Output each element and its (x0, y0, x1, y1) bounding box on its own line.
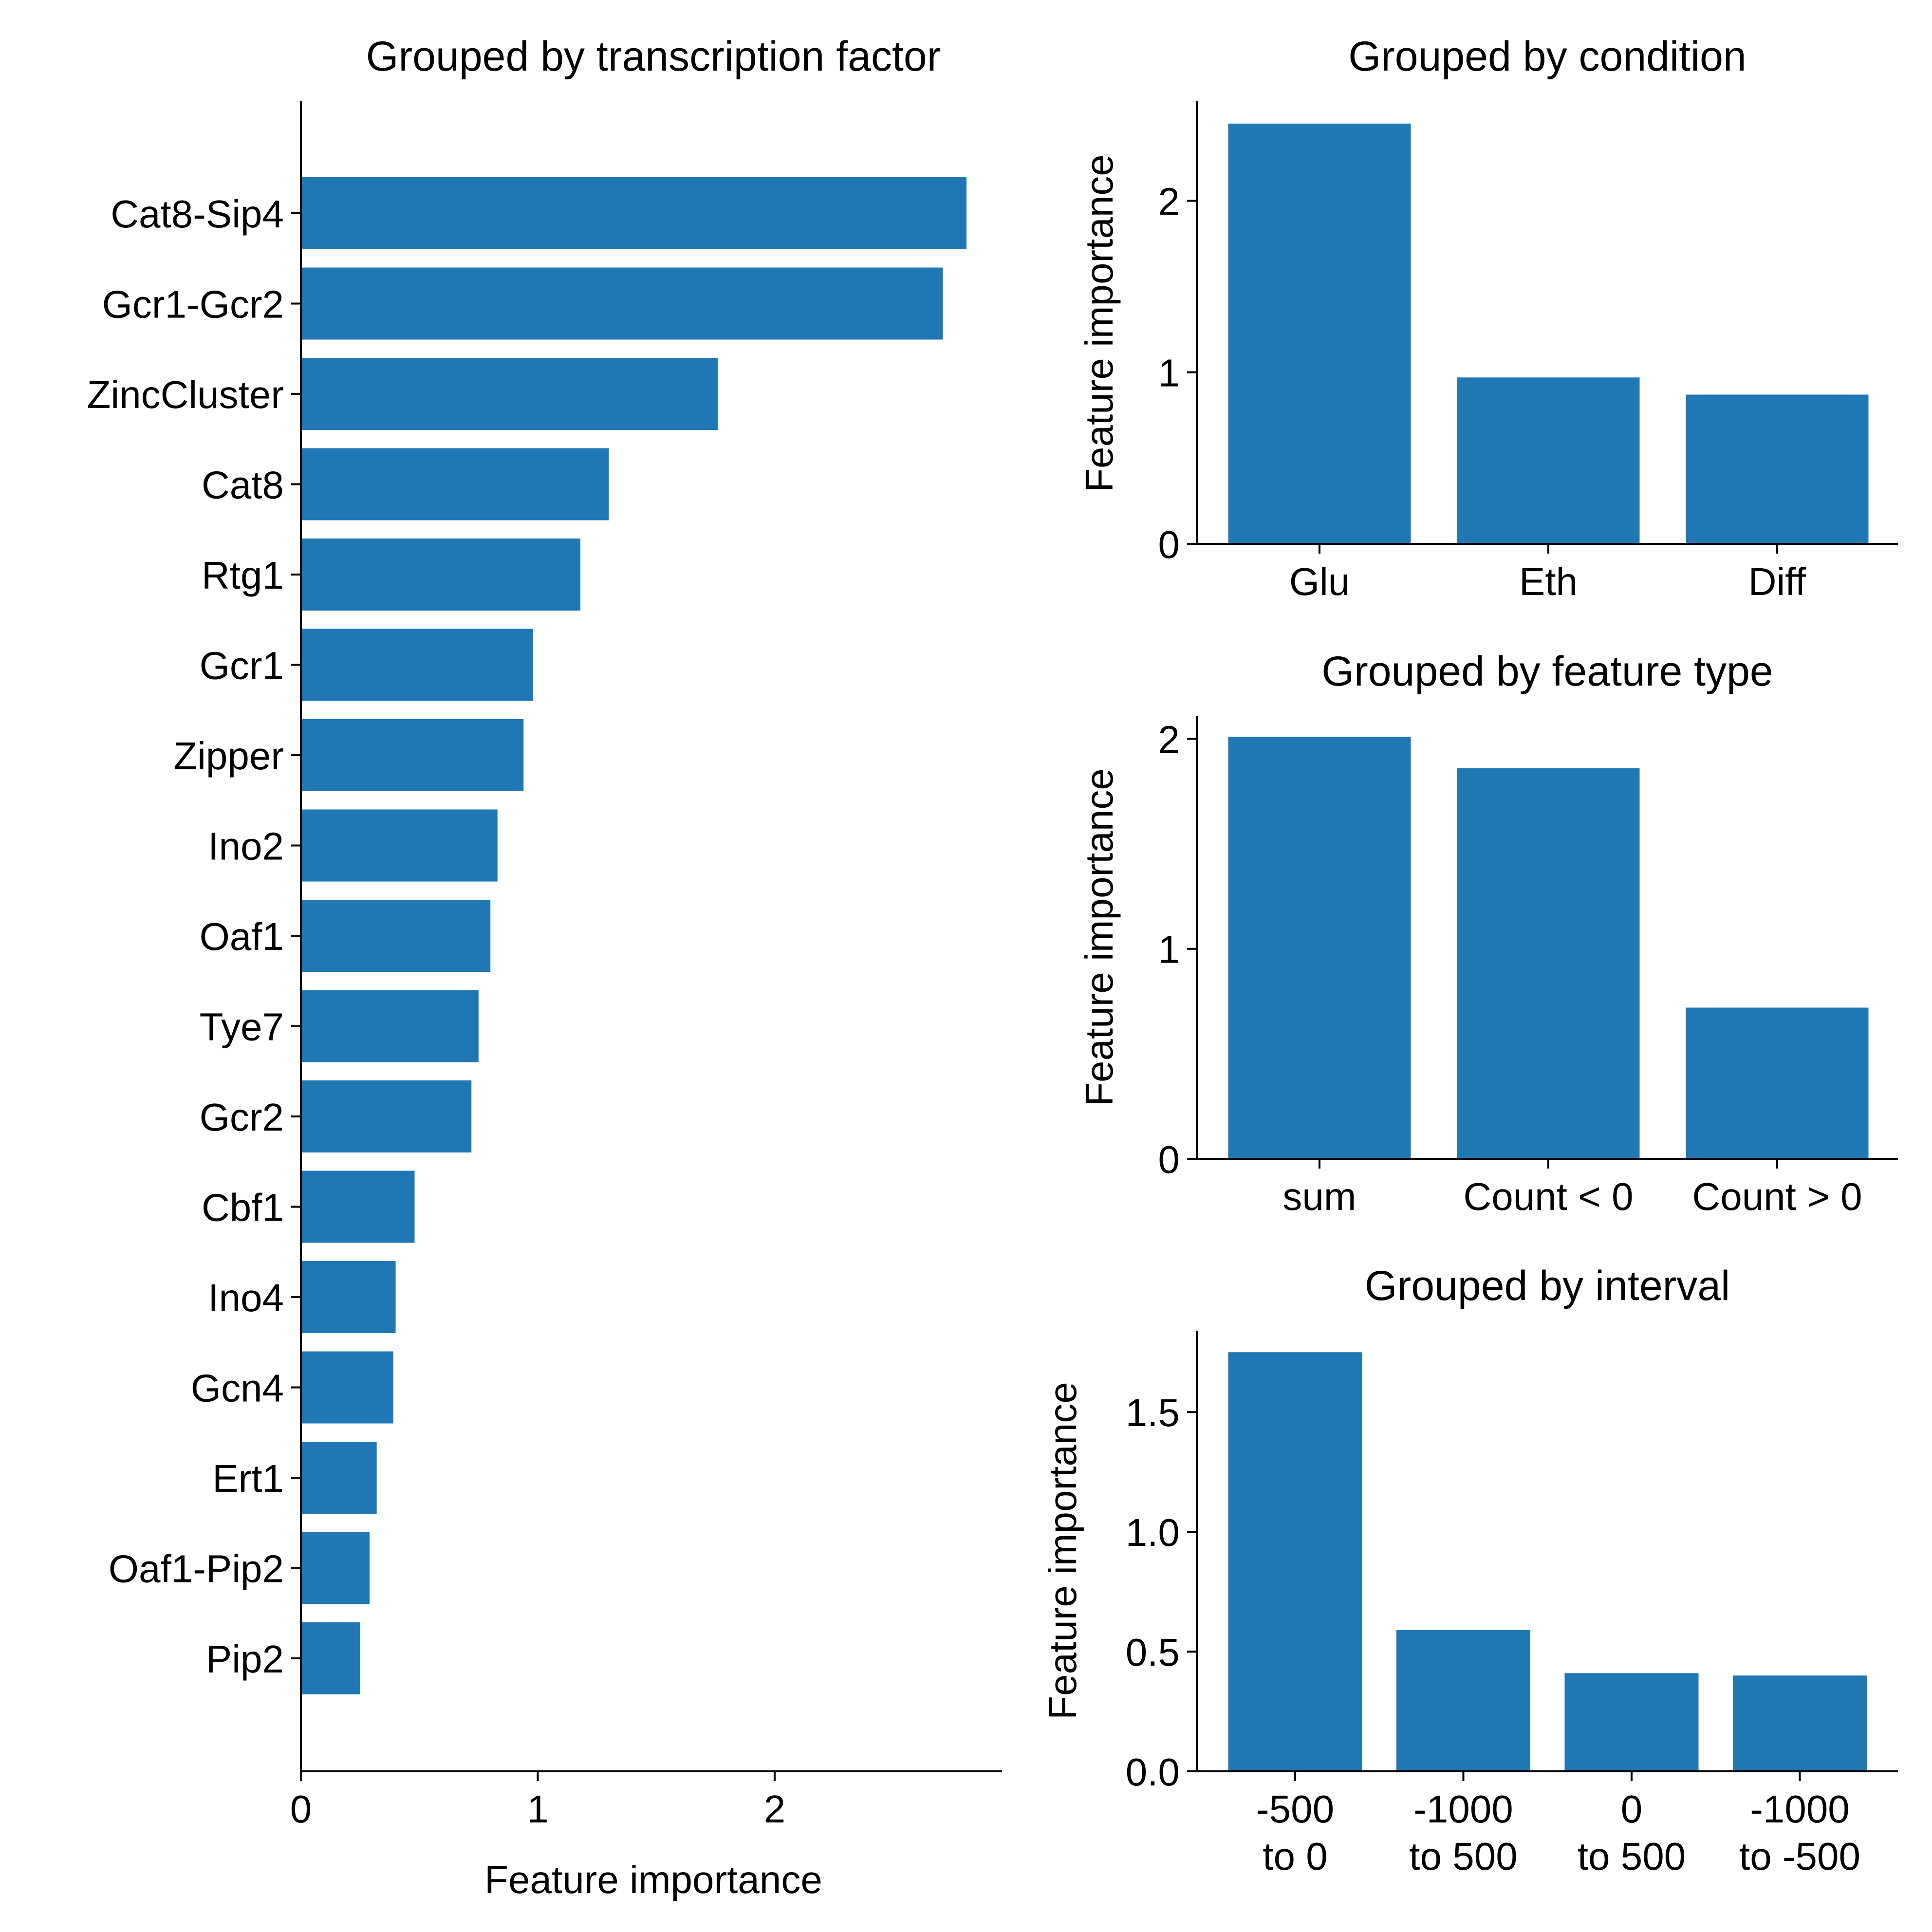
bar (1228, 123, 1411, 544)
bar (301, 990, 479, 1062)
y-tick-label: 2 (1158, 180, 1180, 223)
x-tick-label: Count > 0 (1692, 1175, 1862, 1218)
bar (1228, 1352, 1362, 1771)
panel-title: Grouped by transcription factor (366, 33, 941, 80)
y-tick-label: Cat8-Sip4 (111, 192, 284, 236)
y-tick-label: Pip2 (206, 1637, 284, 1681)
x-tick-label: Diff (1748, 560, 1806, 603)
bar (301, 1442, 377, 1514)
bar (1396, 1630, 1530, 1771)
bar (1686, 1007, 1869, 1159)
bar (301, 1532, 370, 1604)
y-tick-label: 2 (1158, 718, 1180, 761)
y-tick-label: 0 (1158, 523, 1180, 566)
x-axis-label: Feature importance (484, 1858, 822, 1901)
y-tick-label: Oaf1-Pip2 (109, 1547, 284, 1591)
y-tick-label: 1 (1158, 352, 1180, 395)
y-tick-label: Gcr2 (200, 1096, 284, 1139)
y-axis-label: Feature importance (1041, 1382, 1084, 1720)
x-tick-label: 2 (764, 1787, 786, 1831)
y-tick-label: Gcr1-Gcr2 (102, 283, 284, 326)
condition-importance-panel: Grouped by condition Feature importance … (1077, 33, 1898, 603)
x-tick-label: -1000 (1413, 1787, 1513, 1831)
y-tick-label: Ino2 (208, 825, 284, 868)
x-tick-label: 1 (527, 1787, 549, 1831)
y-tick-label: 1.0 (1126, 1511, 1180, 1554)
bar (301, 1170, 415, 1243)
bar (301, 1351, 393, 1424)
y-tick-label: Gcn4 (191, 1367, 284, 1410)
bar (301, 629, 533, 701)
x-tick-label: Count < 0 (1463, 1175, 1633, 1218)
bar (1733, 1675, 1867, 1771)
x-tick-label: to -500 (1739, 1835, 1860, 1878)
bar (301, 539, 581, 611)
interval-importance-panel: Grouped by interval Feature importance -… (1041, 1263, 1898, 1878)
bar (1564, 1673, 1699, 1771)
y-tick-label: Tye7 (200, 1005, 284, 1049)
tf-importance-panel: Grouped by transcription factor Feature … (87, 33, 1002, 1901)
bar (301, 267, 943, 340)
y-tick-label: Ino4 (208, 1276, 284, 1319)
bar (301, 809, 498, 882)
feature-type-importance-panel: Grouped by feature type Feature importan… (1077, 648, 1898, 1218)
y-tick-label: Gcr1 (200, 644, 284, 687)
y-axis-label: Feature importance (1077, 768, 1121, 1106)
y-tick-label: 1 (1158, 928, 1180, 971)
x-tick-label: to 500 (1409, 1835, 1517, 1878)
x-tick-label: to 0 (1263, 1835, 1327, 1878)
bar (301, 1080, 472, 1152)
bar (1686, 394, 1869, 544)
y-tick-label: Ert1 (212, 1457, 284, 1500)
x-tick-label: 0 (1621, 1787, 1643, 1831)
x-tick-label: Glu (1289, 560, 1350, 603)
bar (301, 358, 718, 430)
panel-title: Grouped by feature type (1321, 648, 1773, 695)
y-axis-label: Feature importance (1077, 154, 1121, 492)
x-tick-label: 0 (290, 1787, 312, 1831)
bar (301, 177, 967, 249)
y-tick-label: Rtg1 (202, 554, 284, 597)
x-tick-label: sum (1282, 1175, 1356, 1218)
panel-title: Grouped by interval (1365, 1263, 1730, 1309)
bar (301, 1622, 360, 1694)
y-tick-label: 0.5 (1126, 1631, 1180, 1674)
y-tick-label: ZincCluster (87, 373, 284, 416)
y-tick-label: Zipper (173, 734, 284, 778)
x-tick-label: -1000 (1750, 1787, 1850, 1831)
x-tick-label: Eth (1519, 560, 1578, 603)
y-tick-label: Cat8 (202, 464, 284, 507)
bar (301, 448, 609, 520)
panel-title: Grouped by condition (1348, 33, 1746, 80)
bar (301, 719, 524, 791)
bar (1228, 737, 1411, 1159)
y-tick-label: Oaf1 (200, 915, 284, 958)
y-tick-label: 1.5 (1126, 1391, 1180, 1434)
y-tick-label: 0 (1158, 1138, 1180, 1181)
bar (301, 1261, 396, 1333)
y-tick-label: Cbf1 (202, 1186, 284, 1229)
bar (1457, 377, 1640, 544)
bar (1457, 768, 1640, 1159)
bar (301, 900, 491, 972)
x-tick-label: -500 (1256, 1787, 1334, 1831)
x-tick-label: to 500 (1578, 1835, 1686, 1878)
y-tick-label: 0.0 (1126, 1750, 1180, 1794)
